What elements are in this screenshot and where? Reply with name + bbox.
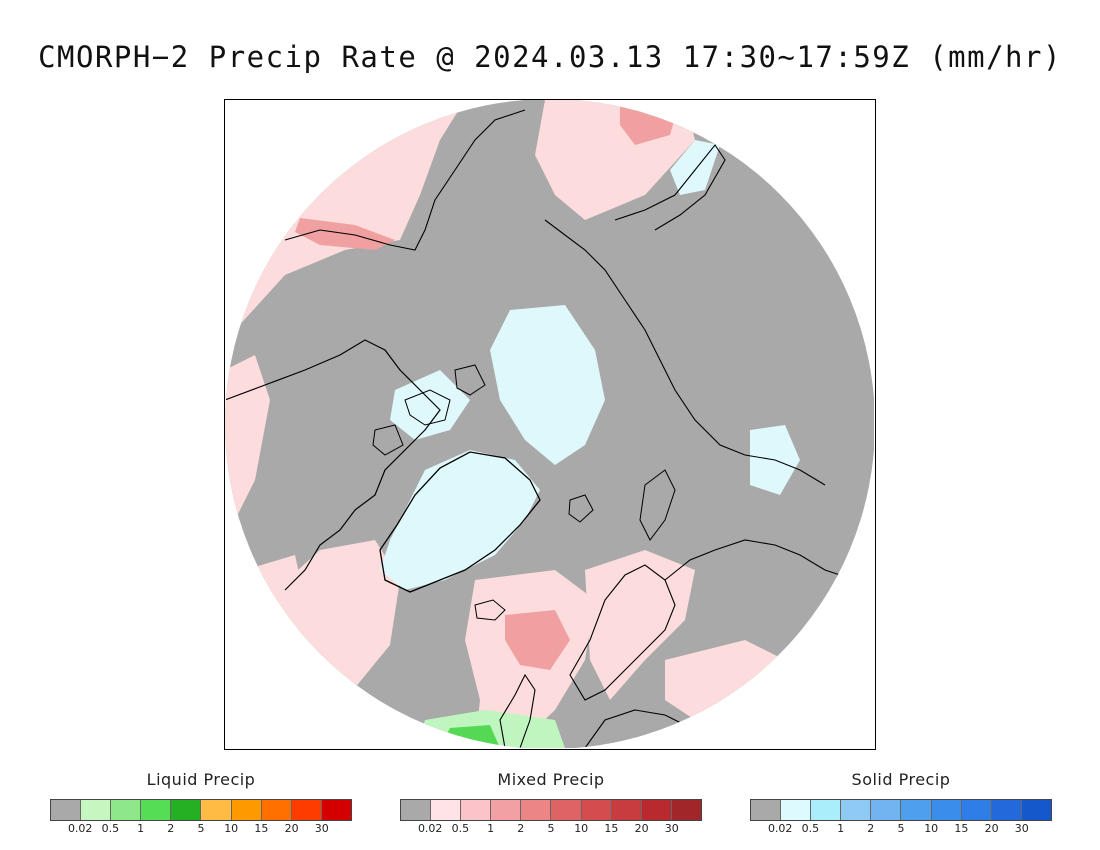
legend-ticks: 0.02 0.5 1 2 5 10 15 20 30 <box>750 822 1052 836</box>
legend-tick-label: 20 <box>984 822 999 835</box>
legend-swatch <box>931 800 962 820</box>
mixed-precip-area-east-europe <box>665 640 785 720</box>
legend-tick-label: 0.02 <box>417 822 443 835</box>
chart-title: CMORPH−2 Precip Rate @ 2024.03.13 17:30∼… <box>38 40 1062 74</box>
mixed-precip-legend: Mixed Precip 0.02 0.5 1 2 5 10 15 20 30 <box>400 770 702 836</box>
legend-swatch <box>521 800 552 820</box>
legend-tick-label: 1 <box>487 822 495 835</box>
legend-swatch <box>811 800 842 820</box>
legend-swatch <box>1021 800 1051 820</box>
legend-tick-label: 5 <box>897 822 905 835</box>
legend-swatch <box>841 800 872 820</box>
mixed-precip-area-storm <box>505 610 570 670</box>
coastline-greenland <box>379 451 541 593</box>
legend-tick-label: 0.5 <box>101 822 120 835</box>
legend-ticks: 0.02 0.5 1 2 5 10 15 20 30 <box>50 822 352 836</box>
coastline-siberia <box>544 219 826 486</box>
legend-tick-label: 20 <box>634 822 649 835</box>
legend-title: Solid Precip <box>851 770 951 789</box>
legend-tick-label: 0.02 <box>67 822 93 835</box>
legend-swatch <box>781 800 812 820</box>
legend-tick-label: 5 <box>547 822 555 835</box>
legend-swatch <box>81 800 112 820</box>
solid-precip-area-canadian-archipelago <box>390 370 470 440</box>
legend-title: Mixed Precip <box>497 770 605 789</box>
legend-tick-label: 0.5 <box>801 822 820 835</box>
legend-swatch <box>201 800 232 820</box>
legend-tick-label: 10 <box>574 822 589 835</box>
legend-tick-label: 30 <box>314 822 329 835</box>
legend-swatch <box>901 800 932 820</box>
coastline-scandinavia <box>569 564 676 701</box>
legend-swatch <box>491 800 522 820</box>
legend-swatch <box>581 800 612 820</box>
legend-colorbar <box>750 799 1052 821</box>
legend-tick-label: 2 <box>517 822 525 835</box>
legend-tick-label: 20 <box>284 822 299 835</box>
legend-swatch <box>291 800 322 820</box>
legend-swatch <box>671 800 701 820</box>
legend-tick-label: 15 <box>254 822 269 835</box>
legend-tick-label: 10 <box>224 822 239 835</box>
legend-swatch <box>401 800 432 820</box>
polar-map <box>225 100 874 748</box>
legend-tick-label: 30 <box>1014 822 1029 835</box>
legend-swatch <box>611 800 642 820</box>
coastline-alaska <box>284 109 526 251</box>
legend-tick-label: 30 <box>664 822 679 835</box>
legend-tick-label: 15 <box>954 822 969 835</box>
legend-swatch <box>51 800 82 820</box>
legend-tick-label: 10 <box>924 822 939 835</box>
coastline-britain <box>499 673 536 748</box>
coastline-iceland <box>474 599 506 621</box>
legend-swatch <box>321 800 351 820</box>
legend-swatch <box>991 800 1022 820</box>
coastline-russia-north <box>664 539 856 581</box>
legend-title: Liquid Precip <box>146 770 256 789</box>
legend-tick-label: 0.02 <box>767 822 793 835</box>
legend-tick-label: 2 <box>867 822 875 835</box>
map-panel <box>224 99 876 750</box>
liquid-precip-legend: Liquid Precip 0.02 0.5 1 2 5 10 15 20 30 <box>50 770 352 836</box>
legend-tick-label: 1 <box>837 822 845 835</box>
legend-swatch <box>111 800 142 820</box>
legend-swatch <box>231 800 262 820</box>
legend-tick-label: 1 <box>137 822 145 835</box>
legend-swatch <box>551 800 582 820</box>
legend-tick-label: 0.5 <box>451 822 470 835</box>
legend-colorbar <box>400 799 702 821</box>
legend-swatch <box>641 800 672 820</box>
solid-precip-legend: Solid Precip 0.02 0.5 1 2 5 10 15 20 30 <box>750 770 1052 836</box>
legend-swatch <box>461 800 492 820</box>
legend-swatch <box>171 800 202 820</box>
legend-ticks: 0.02 0.5 1 2 5 10 15 20 30 <box>400 822 702 836</box>
coastline-kamchatka <box>614 144 726 231</box>
legend-colorbar <box>50 799 352 821</box>
legend-tick-label: 15 <box>604 822 619 835</box>
legend-swatch <box>261 800 292 820</box>
mixed-precip-area-north-atlantic <box>225 540 400 748</box>
coastline-novaya-zemlya <box>639 469 676 541</box>
legend-swatch <box>961 800 992 820</box>
legend-swatch <box>871 800 902 820</box>
solid-precip-area-greenland <box>380 450 540 590</box>
legend-swatch <box>751 800 782 820</box>
coastline-canadian-archipelago <box>372 364 486 456</box>
solid-precip-area-arctic-ocean <box>490 305 605 465</box>
legend-tick-label: 5 <box>197 822 205 835</box>
coastline-svalbard <box>568 494 594 523</box>
legend-tick-label: 2 <box>167 822 175 835</box>
coastline-north-america <box>225 339 441 591</box>
legend-swatch <box>141 800 172 820</box>
legend-swatch <box>431 800 462 820</box>
